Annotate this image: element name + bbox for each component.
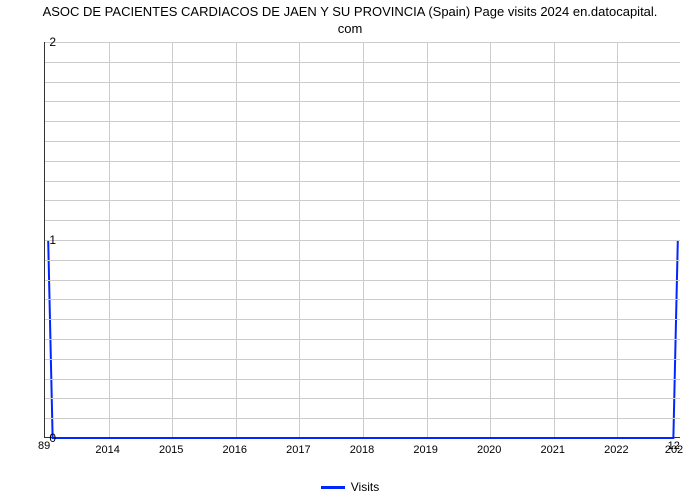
plot-region xyxy=(44,42,680,438)
gridline-h-minor xyxy=(45,398,680,399)
gridline-h-minor xyxy=(45,359,680,360)
gridline-h-minor xyxy=(45,260,680,261)
x-tick-label: 2019 xyxy=(413,444,437,456)
gridline-h-minor xyxy=(45,141,680,142)
gridline-h-minor xyxy=(45,319,680,320)
gridline-h-minor xyxy=(45,121,680,122)
gridline-h-minor xyxy=(45,339,680,340)
gridline-h-minor xyxy=(45,299,680,300)
gridline-h-minor xyxy=(45,161,680,162)
x-tick-label: 2018 xyxy=(350,444,374,456)
x-tick-label: 2015 xyxy=(159,444,183,456)
annotation: 12 xyxy=(668,440,680,452)
annotation: 89 xyxy=(38,440,50,452)
x-tick-label: 2021 xyxy=(541,444,565,456)
x-tick-label: 2020 xyxy=(477,444,501,456)
x-tick-label: 2014 xyxy=(95,444,119,456)
x-tick-label: 2022 xyxy=(604,444,628,456)
y-tick-label: 2 xyxy=(16,35,56,49)
gridline-h xyxy=(45,240,680,241)
gridline-h-minor xyxy=(45,280,680,281)
chart-area xyxy=(44,42,680,438)
x-tick-label: 2017 xyxy=(286,444,310,456)
legend: Visits xyxy=(0,480,700,494)
legend-swatch xyxy=(321,486,345,489)
x-tick-label: 2016 xyxy=(223,444,247,456)
gridline-h-minor xyxy=(45,379,680,380)
gridline-h xyxy=(45,42,680,43)
gridline-h-minor xyxy=(45,181,680,182)
y-tick-label: 1 xyxy=(16,233,56,247)
gridline-h-minor xyxy=(45,200,680,201)
gridline-h-minor xyxy=(45,62,680,63)
title-line-2: com xyxy=(338,21,363,36)
title-line-1: ASOC DE PACIENTES CARDIACOS DE JAEN Y SU… xyxy=(43,4,658,19)
gridline-h-minor xyxy=(45,82,680,83)
gridline-h-minor xyxy=(45,220,680,221)
chart-title: ASOC DE PACIENTES CARDIACOS DE JAEN Y SU… xyxy=(0,0,700,38)
gridline-h-minor xyxy=(45,418,680,419)
legend-label: Visits xyxy=(351,480,379,494)
gridline-h-minor xyxy=(45,101,680,102)
